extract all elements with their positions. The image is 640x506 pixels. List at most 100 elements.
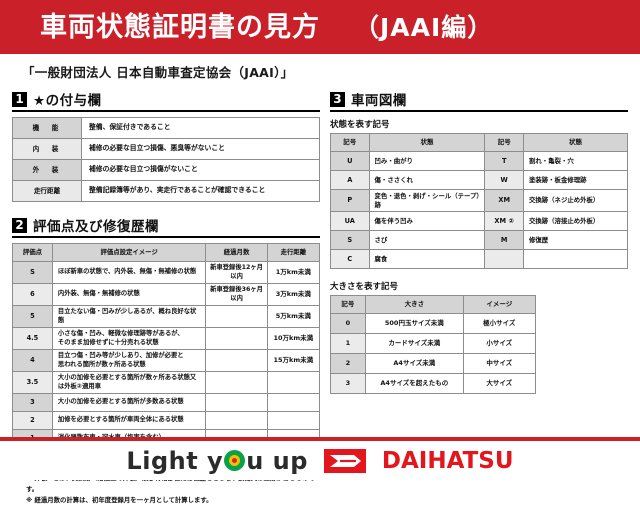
table-row: P 変色・退色・剥げ・シール（テープ）跡 XM 交換跡（ネジ止め外板） — [329, 188, 628, 213]
cell-sym: XM — [484, 188, 524, 213]
slogan-text-start: Light y — [126, 446, 224, 475]
page-title: 車両状態証明書の見方 （JAAI編） — [40, 14, 493, 41]
criteria-value: 補修の必要な目立つ損傷、悪臭等がないこと — [81, 138, 320, 160]
cell-symbol: 1 — [329, 333, 366, 355]
cell-score: 5 — [12, 305, 53, 328]
left-column: 1 ★の付与欄 機 能整備、保証付きであること内 装補修の必要な目立つ損傷、悪臭… — [12, 85, 320, 506]
cell-score: 2 — [12, 411, 53, 430]
star-criteria-table: 機 能整備、保証付きであること内 装補修の必要な目立つ損傷、悪臭等がないこと外 … — [12, 117, 320, 202]
slogan: Light y u up — [126, 447, 307, 475]
cell-desc: ほぼ新車の状態で、内外装、無傷・無補修の状態 — [51, 261, 207, 284]
cell-state: 傷・ささくれ — [368, 170, 486, 190]
column-header: 記号 — [484, 133, 524, 152]
criteria-label: 外 装 — [12, 159, 82, 181]
daihatsu-wordmark: DAIHATSU — [381, 447, 514, 474]
table-row: 3 A4サイズを超えたもの 大サイズ — [329, 373, 536, 395]
section-2-heading: 2 評価点及び修復歴欄 — [12, 215, 320, 238]
cell-image: 中サイズ — [462, 353, 536, 375]
table-row: S さび M 修復歴 — [329, 230, 628, 251]
table-header-row: 記号 大きさ イメージ — [329, 295, 536, 315]
cell-size: 500円玉サイズ未満 — [364, 313, 464, 335]
cell-km: 1万km未満 — [266, 261, 320, 284]
table-row: 6 内外装、無傷・無補修の状態 新車登録後36ヶ月以内 3万km未満 — [12, 283, 320, 306]
column-header: 記号 — [329, 295, 366, 315]
daihatsu-mark-icon — [323, 448, 366, 473]
cell-state — [523, 249, 628, 270]
column-header: イメージ — [462, 295, 536, 315]
cell-desc: 目立たない傷・凹みが少しあるが、概ね良好な状態 — [51, 305, 207, 328]
criteria-label: 機 能 — [12, 117, 82, 139]
cell-sym: U — [329, 151, 370, 171]
cell-desc: 加修を必要とする箇所が車両全体にある状態 — [51, 411, 207, 430]
cell-size: カードサイズ未満 — [364, 333, 464, 355]
cell-months: 新車登録後12ヶ月以内 — [205, 261, 268, 284]
cell-sym: XM ② — [484, 211, 524, 232]
cell-sym: UA — [329, 211, 370, 232]
cell-score: 4 — [12, 349, 53, 372]
table-header-row: 評価点 評価点設定イメージ 経過月数 走行距離 — [12, 243, 320, 262]
cell-state: さび — [368, 230, 486, 251]
page-title-sub: （JAAI編） — [354, 12, 494, 42]
cell-months — [205, 349, 268, 372]
cell-state: 修復歴 — [523, 230, 628, 251]
table-row: 4.5 小さな傷・凹み、軽微な修理跡等があるが、 そのまま加修せずに十分売れる状態 1… — [12, 327, 320, 350]
cell-months — [205, 411, 268, 430]
cell-months — [205, 327, 268, 350]
table-row: U 凹み・曲がり T 割れ・亀裂・穴 — [329, 151, 628, 171]
table-row: 外 装補修の必要な目立つ損傷がないこと — [12, 159, 320, 181]
size-symbols-heading: 大きさを表す記号 — [329, 282, 398, 293]
section-1-heading: 1 ★の付与欄 — [12, 89, 320, 112]
column-header: 経過月数 — [205, 243, 268, 262]
cell-state: 割れ・亀裂・穴 — [523, 151, 628, 171]
criteria-value: 整備記録簿等があり、実走行であることが確認できること — [81, 180, 320, 202]
cell-sym: P — [329, 188, 370, 213]
cell-state: 交換跡（溶接止め外板） — [523, 211, 628, 232]
cell-km: 10万km未満 — [266, 327, 320, 350]
cell-score: 4.5 — [12, 327, 53, 350]
cell-sym: C — [329, 249, 370, 270]
cell-state: 交換跡（ネジ止め外板） — [523, 188, 628, 213]
footnote-line: ※ 経過月数の計算は、初年度登録月を一ヶ月として計算します。 — [26, 495, 213, 504]
footer-divider — [0, 437, 640, 441]
cell-months — [205, 305, 268, 328]
column-header: 記号 — [329, 133, 370, 152]
cell-score: 3 — [12, 393, 53, 412]
table-row: 2 A4サイズ未満 中サイズ — [329, 353, 536, 375]
table-row: C 腐食 — [329, 249, 628, 270]
section-3-title: 車両図欄 — [350, 93, 407, 109]
cell-sym: M — [484, 230, 524, 251]
table-row: 0 500円玉サイズ未満 極小サイズ — [329, 313, 536, 335]
evaluation-score-table: 評価点 評価点設定イメージ 経過月数 走行距離 S ほぼ新車の状態で、内外装、無傷・無補… — [12, 243, 320, 466]
criteria-label: 走行距離 — [12, 180, 82, 202]
size-symbols-table: 記号 大きさ イメージ 0 500円玉サイズ未満 極小サイズ 1 カードサイズ未満 小サイズ 2… — [329, 295, 536, 395]
column-header: 状態 — [523, 133, 628, 152]
association-subtitle: 「一般財団法人 日本自動車査定協会（JAAI）」 — [22, 65, 294, 80]
page-header-bar: 車両状態証明書の見方 （JAAI編） — [0, 0, 640, 54]
cell-score: 6 — [12, 283, 53, 306]
table-row: 3.5 大小の加修を必要とする箇所が数ヶ所ある状態又 は外板②適用車 — [12, 371, 320, 394]
cell-km — [266, 411, 320, 430]
cell-desc: 小さな傷・凹み、軽微な修理跡等があるが、 そのまま加修せずに十分売れる状態 — [51, 327, 207, 350]
cell-desc: 内外装、無傷・無補修の状態 — [51, 283, 207, 306]
column-header: 走行距離 — [266, 243, 320, 262]
cell-months — [205, 393, 268, 412]
cell-sym: T — [484, 151, 524, 171]
table-row: 走行距離 整備記録簿等があり、実走行であることが確認できること — [12, 180, 320, 202]
table-row: 2 加修を必要とする箇所が車両全体にある状態 — [12, 411, 320, 430]
cell-km — [266, 393, 320, 412]
cell-months — [205, 371, 268, 394]
cell-state: 変色・退色・剥げ・シール（テープ）跡 — [368, 188, 486, 213]
table-row: 4 目立つ傷・凹み等が少しあり、加修が必要と 思われる箇所が数ヶ所ある状態 15万km… — [12, 349, 320, 372]
criteria-value: 整備、保証付きであること — [81, 117, 320, 139]
cell-desc: 目立つ傷・凹み等が少しあり、加修が必要と 思われる箇所が数ヶ所ある状態 — [51, 349, 207, 372]
cell-desc: 大小の加修を必要とする箇所が数ヶ所ある状態又 は外板②適用車 — [51, 371, 207, 394]
cell-symbol: 2 — [329, 353, 366, 375]
cell-symbol: 0 — [329, 313, 366, 335]
section-2-number: 2 — [12, 217, 27, 233]
slogan-text-end: u up — [246, 446, 308, 475]
criteria-label: 内 装 — [12, 138, 82, 160]
cell-sym — [484, 249, 524, 270]
cell-score: S — [12, 261, 53, 284]
cell-state: 塗装跡・板金修理跡 — [523, 170, 628, 190]
